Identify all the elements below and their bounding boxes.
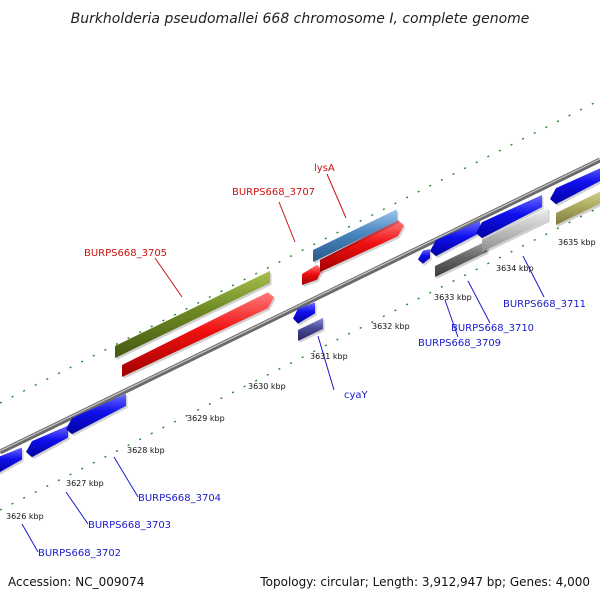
leader-3707	[278, 201, 296, 243]
gene-arrow-burps668-3703[interactable]	[26, 425, 68, 458]
genome-summary-text: Topology: circular; Length: 3,912,947 bp…	[259, 575, 590, 589]
gene-label-burps668-3711[interactable]: BURPS668_3711	[503, 299, 586, 310]
leader-lysA	[326, 173, 347, 219]
feature-labels: BURPS668_3702 BURPS668_3703 BURPS668_370…	[38, 163, 586, 559]
leader-3703	[65, 491, 89, 525]
tick-tracks	[0, 99, 600, 511]
gene-arrow-navy[interactable]	[298, 317, 323, 341]
gene-arrow-burps668-3705[interactable]	[115, 270, 270, 358]
inner-tick-track	[0, 206, 600, 511]
gene-arrow-dark-gray[interactable]	[435, 240, 487, 277]
gene-arrow-burps668-3702[interactable]	[0, 447, 22, 473]
gene-label-burps668-3710[interactable]: BURPS668_3710	[451, 323, 534, 334]
label-leaders	[21, 173, 545, 553]
gene-features	[0, 164, 600, 475]
gene-arrow-light-gray[interactable]	[482, 207, 548, 252]
kbp-tick-label: 3627 kbp	[66, 479, 104, 488]
kbp-tick-label: 3628 kbp	[127, 446, 165, 455]
gene-label-lysa[interactable]: lysA	[314, 163, 335, 174]
gene-arrow-lysa[interactable]	[320, 220, 404, 272]
leader-3705	[154, 257, 183, 298]
gene-arrow-burps668-3711[interactable]	[556, 184, 600, 225]
gene-label-cyay[interactable]: cyaY	[344, 390, 369, 401]
gene-arrow-burps668-3709[interactable]	[430, 220, 480, 257]
accession-text: Accession: NC_009074	[8, 575, 144, 589]
leader-3710	[467, 280, 491, 324]
leader-3709	[444, 299, 459, 338]
gene-arrow-red-upper[interactable]	[122, 292, 274, 377]
gene-arrow-cyay[interactable]	[293, 302, 315, 324]
kbp-tick-label: 3631 kbp	[310, 352, 348, 361]
kbp-tick-label: 3632 kbp	[372, 322, 410, 331]
genome-backbone	[0, 157, 600, 455]
kbp-tick-label: 3633 kbp	[434, 293, 472, 302]
gene-label-burps668-3703[interactable]: BURPS668_3703	[88, 520, 171, 531]
gene-arrow-burps668-3710[interactable]	[476, 194, 542, 239]
gene-label-burps668-3705[interactable]: BURPS668_3705	[84, 248, 167, 259]
kbp-tick-label: 3630 kbp	[248, 382, 286, 391]
gene-arrow-burps668-3707[interactable]	[302, 264, 322, 285]
gene-arrow-right-blue[interactable]	[550, 164, 600, 205]
leader-cyaY	[317, 335, 335, 391]
gene-arrow-steel[interactable]	[313, 209, 397, 262]
leader-3702	[21, 523, 39, 553]
gene-label-burps668-3702[interactable]: BURPS668_3702	[38, 548, 121, 559]
leader-3711	[522, 255, 545, 298]
outer-tick-track	[0, 99, 600, 404]
gene-label-burps668-3709[interactable]: BURPS668_3709	[418, 338, 501, 349]
gene-label-burps668-3707[interactable]: BURPS668_3707	[232, 187, 315, 198]
kbp-tick-labels: 3626 kbp 3627 kbp 3628 kbp 3629 kbp 3630…	[6, 238, 596, 521]
kbp-tick-label: 3629 kbp	[187, 414, 225, 423]
gene-label-burps668-3704[interactable]: BURPS668_3704	[138, 493, 221, 504]
map-title: Burkholderia pseudomallei 668 chromosome…	[71, 11, 530, 27]
gene-arrow-small-blue[interactable]	[418, 249, 430, 264]
kbp-tick-label: 3634 kbp	[496, 264, 534, 273]
leader-3704	[113, 456, 139, 498]
gene-arrow-burps668-3704[interactable]	[66, 393, 126, 435]
kbp-tick-label: 3635 kbp	[558, 238, 596, 247]
kbp-tick-label: 3626 kbp	[6, 512, 44, 521]
